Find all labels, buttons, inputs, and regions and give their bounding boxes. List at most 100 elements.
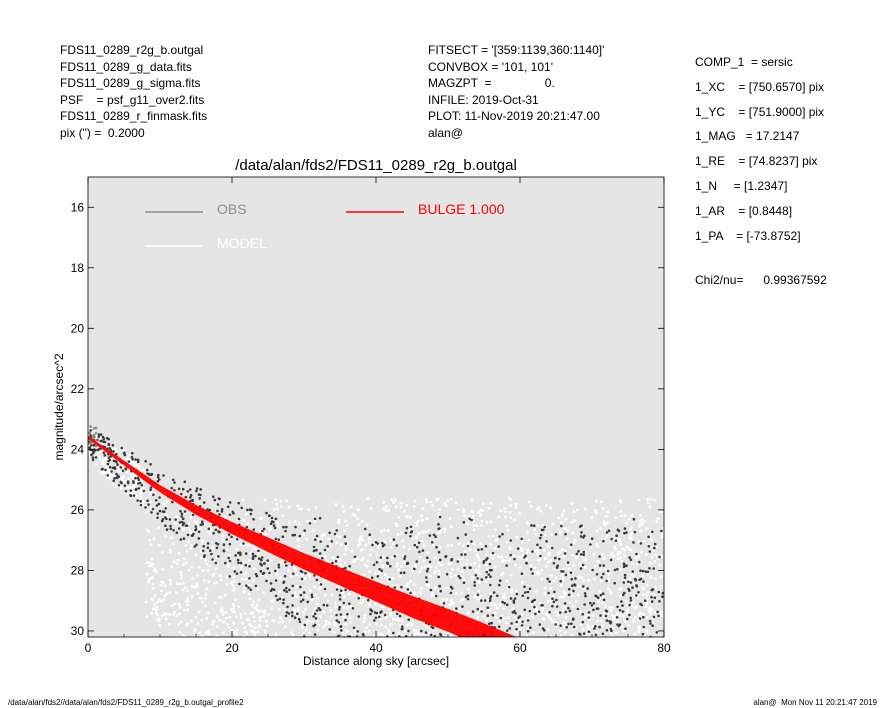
obs-point — [287, 612, 291, 615]
model-point — [386, 529, 390, 532]
obs-point — [134, 458, 137, 461]
model-point — [331, 556, 335, 559]
model-point — [560, 515, 564, 518]
obs-point — [506, 629, 509, 632]
model-point — [135, 464, 139, 467]
obs-point — [283, 574, 287, 578]
x-tick-label: 40 — [369, 641, 383, 655]
model-point — [181, 633, 185, 637]
obs-point — [177, 487, 181, 491]
obs-point — [104, 468, 107, 472]
model-point — [661, 532, 664, 536]
obs-point — [392, 538, 396, 541]
model-point — [363, 617, 367, 620]
model-point — [297, 538, 300, 542]
model-point — [380, 624, 383, 627]
model-point — [182, 608, 186, 612]
model-point — [534, 549, 537, 553]
model-point — [234, 631, 238, 635]
model-point — [447, 562, 451, 566]
model-point — [339, 558, 342, 562]
model-point — [480, 519, 484, 523]
model-point — [305, 519, 309, 523]
model-point — [653, 577, 657, 581]
model-point — [576, 593, 580, 597]
model-point — [348, 621, 352, 624]
obs-point — [260, 558, 263, 562]
obs-point — [335, 529, 339, 532]
model-point — [311, 620, 314, 624]
model-point — [213, 581, 217, 585]
model-point — [417, 633, 421, 636]
obs-point — [587, 630, 591, 633]
obs-point — [490, 621, 493, 625]
obs-point — [647, 638, 650, 641]
obs-point — [625, 531, 628, 534]
model-point — [391, 617, 395, 621]
model-point — [637, 625, 641, 629]
obs-point — [546, 577, 549, 581]
model-point — [301, 631, 305, 635]
model-point — [610, 614, 614, 617]
model-point — [279, 499, 283, 503]
model-point — [143, 469, 147, 473]
model-point — [384, 573, 387, 576]
model-point — [478, 581, 481, 584]
obs-point — [355, 635, 359, 637]
model-point — [349, 604, 352, 608]
obs-point — [260, 556, 264, 559]
obs-point — [456, 560, 460, 563]
model-point — [315, 602, 319, 606]
obs-point — [646, 570, 650, 574]
model-point — [577, 563, 581, 566]
obs-point — [498, 535, 501, 538]
model-point — [173, 610, 176, 614]
model-point — [646, 591, 649, 594]
obs-point — [441, 641, 444, 644]
model-point — [157, 598, 161, 602]
obs-point — [480, 610, 483, 613]
model-point — [357, 523, 361, 526]
obs-point — [252, 555, 255, 558]
obs-point — [184, 524, 188, 527]
model-point — [580, 576, 584, 580]
model-point — [120, 477, 124, 480]
obs-point — [165, 528, 169, 531]
obs-point — [613, 581, 616, 585]
header-left-line: pix (") = 0.2000 — [60, 125, 145, 140]
model-point — [570, 633, 574, 637]
model-point — [157, 543, 161, 547]
obs-point — [400, 627, 404, 631]
model-point — [401, 634, 405, 637]
model-point — [655, 545, 659, 548]
obs-point — [313, 633, 317, 636]
model-point — [184, 544, 188, 547]
obs-point — [157, 473, 160, 477]
obs-point — [604, 614, 608, 618]
obs-point — [172, 529, 175, 532]
model-point — [120, 484, 124, 488]
model-point — [108, 477, 112, 480]
obs-point — [505, 564, 509, 567]
model-point — [415, 523, 419, 527]
obs-point — [310, 593, 314, 597]
model-point — [629, 533, 633, 537]
obs-point — [129, 494, 133, 498]
obs-point — [649, 622, 652, 625]
model-point — [534, 606, 538, 610]
obs-point — [438, 641, 441, 644]
obs-point — [286, 605, 289, 609]
obs-point — [232, 512, 235, 515]
model-point — [235, 547, 239, 551]
model-point — [168, 578, 172, 582]
model-point — [614, 631, 618, 635]
model-point — [620, 559, 624, 563]
model-point — [194, 615, 198, 619]
model-point — [189, 515, 193, 519]
model-point — [502, 607, 506, 610]
obs-point — [508, 642, 511, 645]
model-point — [542, 548, 546, 552]
model-point — [163, 613, 167, 617]
obs-point — [142, 489, 146, 493]
model-point — [241, 621, 245, 625]
